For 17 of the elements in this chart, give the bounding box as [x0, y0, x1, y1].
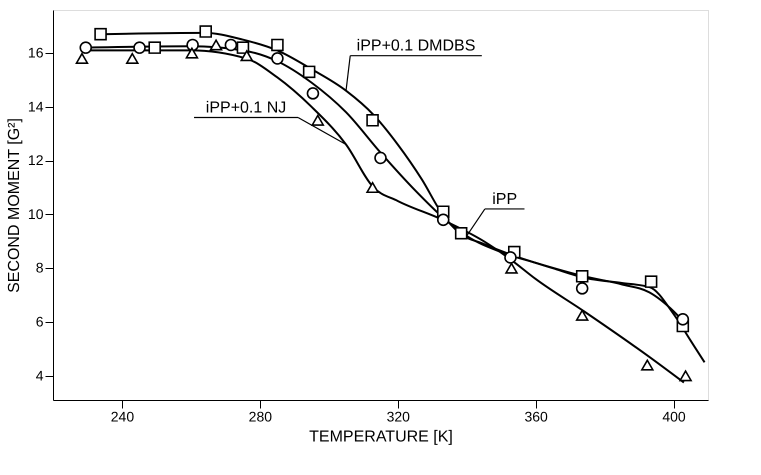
x-tick-label: 320	[386, 408, 410, 424]
x-axis-title: TEMPERATURE [K]	[309, 428, 453, 446]
text: iPP+0.1 DMDBS	[356, 38, 476, 55]
x-tick-label: 280	[248, 408, 272, 424]
y-tick-label: 16	[28, 44, 44, 61]
x-tick-label: 400	[662, 408, 686, 424]
y-tick-label: 10	[28, 206, 44, 222]
y-tick-label: 8	[36, 260, 44, 276]
y-tick-label: 14	[28, 98, 44, 114]
y-tick-label: 6	[36, 314, 44, 330]
y-axis-title: SECOND MOMENT [G²]	[6, 118, 23, 293]
text: iPP	[492, 190, 518, 208]
x-tick-label: 360	[524, 408, 548, 424]
y-tick-label: 4	[36, 367, 44, 384]
x-tick-label: 240	[110, 408, 134, 424]
y-tick-label: 12	[28, 152, 44, 168]
series-label: iPP+0.1 NJ	[206, 99, 286, 116]
